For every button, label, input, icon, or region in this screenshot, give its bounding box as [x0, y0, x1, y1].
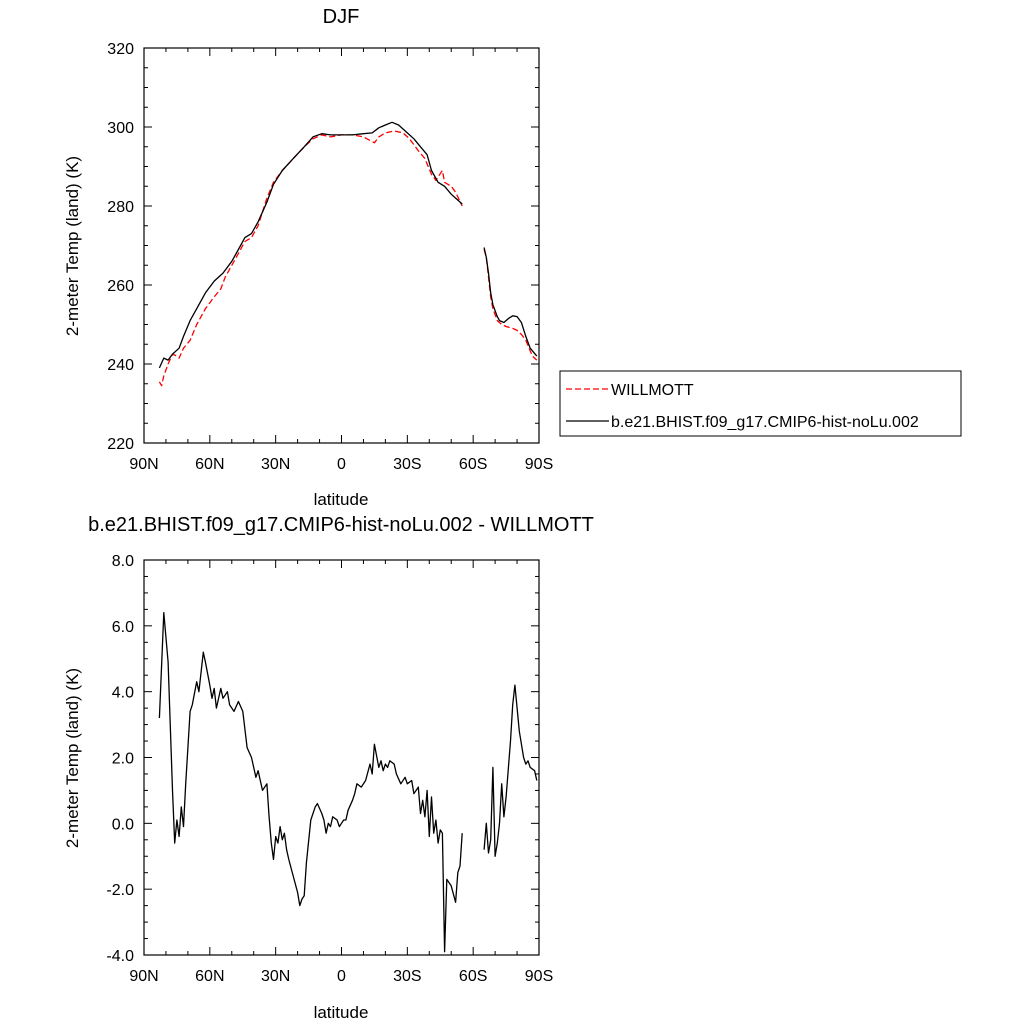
y-tick-label: 4.0 [112, 685, 134, 702]
x-tick-label: 30S [393, 456, 421, 473]
y-tick-label: 260 [107, 278, 134, 295]
y-tick-label: 8.0 [112, 553, 134, 570]
legend-label-willmott: WILLMOTT [611, 382, 694, 399]
series-line-0-segment-0 [158, 130, 463, 387]
legend-label-model: b.e21.BHIST.f09_g17.CMIP6-hist-noLu.002 [611, 414, 919, 431]
x-tick-label: 30N [261, 968, 290, 985]
x-tick-label: 60S [459, 456, 487, 473]
y-tick-label: 6.0 [112, 619, 134, 636]
x-axis-label: latitude [314, 1003, 369, 1022]
series-line-0-segment-1 [483, 684, 538, 857]
x-tick-label: 90N [129, 456, 158, 473]
chart-panel-bottom: b.e21.BHIST.f09_g17.CMIP6-hist-noLu.002 … [63, 514, 594, 1022]
series-line-1-segment-0 [158, 121, 463, 369]
chart-title: b.e21.BHIST.f09_g17.CMIP6-hist-noLu.002 … [88, 514, 594, 536]
y-tick-label: 2.0 [112, 751, 134, 768]
series-line-1-segment-1 [483, 247, 538, 357]
x-tick-label: 30N [261, 456, 290, 473]
plot-frame [143, 47, 540, 444]
y-tick-label: 280 [107, 199, 134, 216]
y-tick-label: -2.0 [106, 882, 134, 899]
y-tick-label: 0.0 [112, 816, 134, 833]
x-tick-label: 30S [393, 968, 421, 985]
x-tick-label: 60N [195, 968, 224, 985]
x-tick-label: 0 [337, 968, 346, 985]
y-tick-label: 220 [107, 436, 134, 453]
series-line-0-segment-0 [158, 612, 463, 953]
y-axis-label: 2-meter Temp (land) (K) [63, 668, 82, 848]
chart-title: DJF [323, 6, 360, 28]
chart-panel-top: DJF 90N 60N 30N 0 30S 60S 90S 220 240 260 280 300 32… [63, 6, 553, 509]
legend: WILLMOTT b.e21.BHIST.f09_g17.CMIP6-hist-… [559, 370, 962, 437]
x-axis-label: latitude [314, 490, 369, 509]
x-tick-label: 60N [195, 456, 224, 473]
x-tick-label: 90N [129, 968, 158, 985]
x-tick-label: 90S [525, 456, 553, 473]
y-tick-label: 240 [107, 357, 134, 374]
x-tick-label: 60S [459, 968, 487, 985]
y-tick-label: -4.0 [106, 948, 134, 965]
y-tick-label: 300 [107, 120, 134, 137]
x-tick-label: 0 [337, 456, 346, 473]
y-axis-label: 2-meter Temp (land) (K) [63, 156, 82, 336]
x-tick-label: 90S [525, 968, 553, 985]
y-tick-label: 320 [107, 41, 134, 58]
plot-frame [143, 559, 540, 956]
legend-box [559, 370, 962, 437]
